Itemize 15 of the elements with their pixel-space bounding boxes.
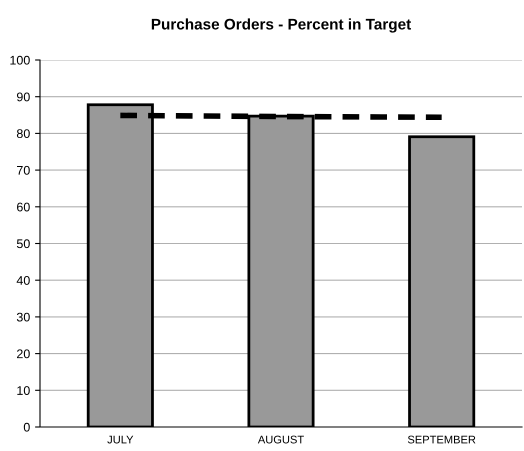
y-tick-label: 0 (24, 422, 30, 432)
x-tick-label: JULY (107, 436, 134, 444)
x-tick-label: AUGUST (258, 436, 304, 444)
y-tick-label: 20 (17, 349, 30, 358)
y-tick-label: 60 (17, 202, 30, 212)
y-tick-label: 10 (17, 386, 30, 395)
y-tick-label: 80 (16, 129, 30, 138)
chart-title: Purchase Orders - Percent in Target (152, 18, 412, 33)
x-tick-label: SEPTEMBER (408, 436, 476, 444)
y-tick-label: 30 (16, 312, 30, 322)
y-tick-label: 50 (16, 239, 30, 248)
y-tick-label: 100 (10, 56, 30, 65)
y-tick-label: 90 (16, 92, 30, 102)
y-tick-label: 40 (16, 276, 30, 285)
y-tick-label: 70 (17, 166, 30, 175)
